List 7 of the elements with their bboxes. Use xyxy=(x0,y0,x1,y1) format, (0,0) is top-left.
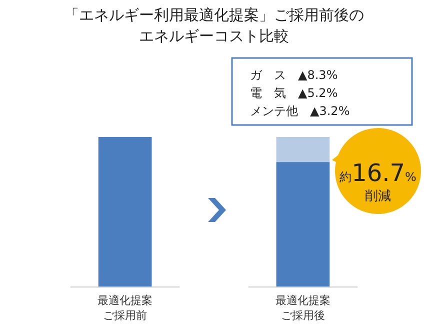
chart-title: 「エネルギー利用最適化提案」ご採用前後のエネルギーコスト比較 xyxy=(64,6,364,45)
x-tick-label: 最適化提案ご採用後 xyxy=(275,294,330,322)
text: メンテ他 ▲3.2% xyxy=(250,104,350,118)
text: ガ ス ▲8.3% xyxy=(250,68,338,82)
x-tick-label: 最適化提案ご採用前 xyxy=(98,294,153,322)
text: 約16.7%削減 xyxy=(340,159,416,204)
text: 電 気 ▲5.2% xyxy=(250,86,338,100)
